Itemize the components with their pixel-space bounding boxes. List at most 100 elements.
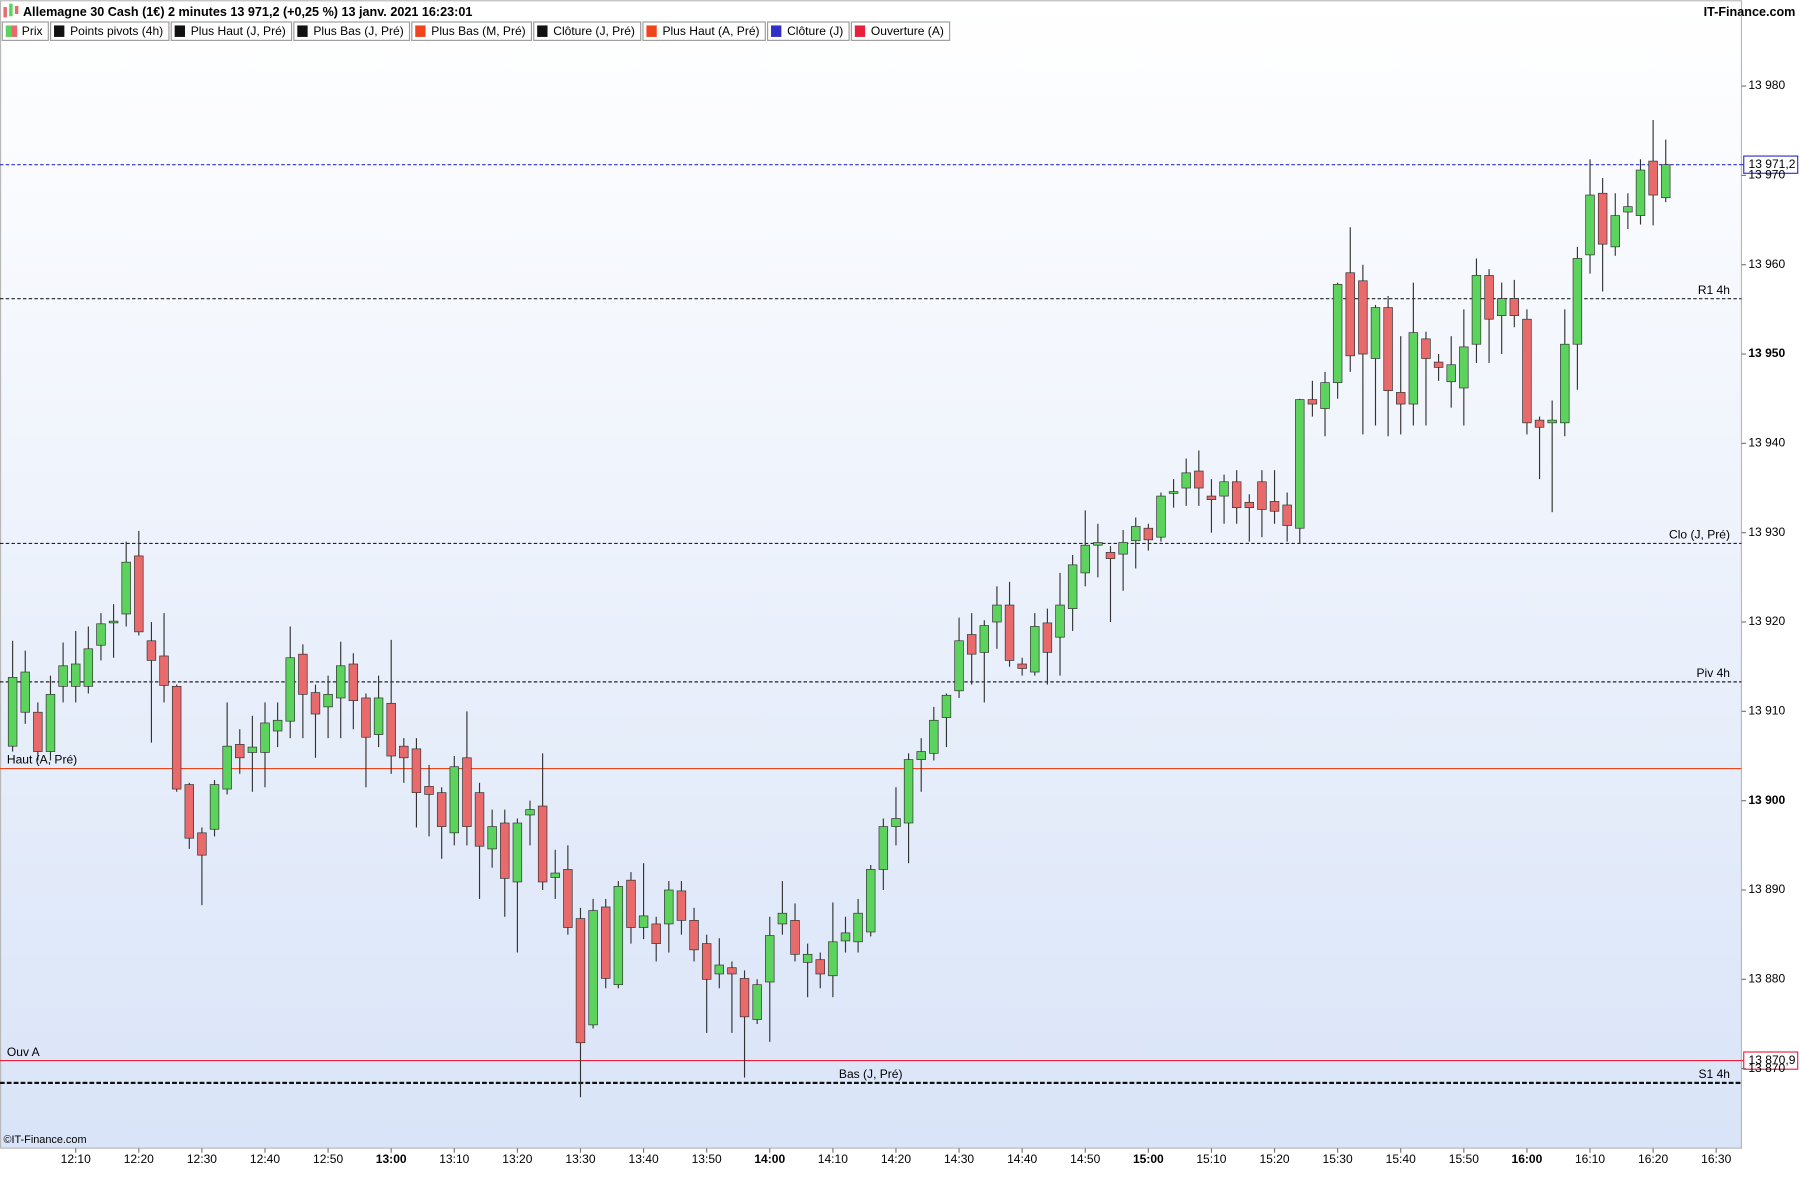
candle-body — [500, 822, 510, 879]
candle-body — [651, 923, 661, 944]
x-tick-label: 15:50 — [1449, 1152, 1479, 1166]
legend-box — [533, 21, 642, 41]
candle-body — [626, 879, 636, 928]
x-tick-label: 14:30 — [944, 1152, 974, 1166]
candle-body — [1396, 392, 1406, 405]
candle-body — [1345, 272, 1355, 357]
candle-body — [108, 620, 119, 624]
y-tick-label: 13 930 — [1748, 525, 1785, 539]
legend-item: Plus Bas (M, Pré) — [411, 21, 533, 41]
legend-box — [767, 21, 850, 41]
candle-body — [815, 959, 825, 975]
candle-body — [83, 648, 94, 687]
candle-body — [121, 561, 131, 615]
candle-body — [1206, 495, 1217, 500]
candle-body — [701, 943, 712, 980]
x-tick-label: 13:00 — [376, 1152, 407, 1166]
candle-body — [1496, 298, 1507, 316]
candle-body — [1320, 382, 1330, 409]
x-tick-label: 16:00 — [1512, 1152, 1543, 1166]
candle-body — [474, 792, 485, 847]
candle-body — [1433, 361, 1444, 368]
level-label: Ouv A — [7, 1045, 41, 1059]
candle-body — [1421, 338, 1431, 359]
legend-swatch — [415, 25, 426, 37]
legend-item: Prix — [1, 21, 49, 41]
candle-body — [550, 872, 560, 878]
legend-item: Plus Bas (J, Pré) — [293, 21, 411, 41]
candle-body — [1194, 470, 1204, 489]
candle-body — [209, 784, 220, 830]
level-label: R1 4h — [1698, 283, 1730, 297]
x-tick-label: 12:20 — [124, 1152, 154, 1166]
legend-swatch — [11, 25, 18, 37]
value-label: 13 870,9 — [1749, 1053, 1796, 1067]
x-tick-label: 14:00 — [754, 1152, 785, 1166]
candle-body — [1017, 663, 1027, 669]
candle-body — [537, 805, 548, 883]
candle-body — [878, 826, 889, 870]
candle-body — [1282, 504, 1292, 526]
legend-box — [850, 21, 951, 41]
candle-body — [1332, 284, 1343, 383]
x-tick-label: 15:10 — [1196, 1152, 1226, 1166]
legend-swatch — [174, 25, 186, 37]
candle-body — [96, 623, 106, 646]
x-tick-label: 13:20 — [502, 1152, 532, 1166]
candle-body — [1648, 160, 1658, 196]
level-label: Clo (J, Pré) — [1669, 528, 1730, 542]
candle-body — [1118, 542, 1128, 555]
candle-body — [676, 890, 687, 921]
candle-body — [487, 826, 497, 850]
legend-item: Plus Haut (A, Pré) — [642, 21, 766, 41]
y-tick-label: 13 900 — [1748, 793, 1785, 807]
candle-body — [714, 964, 725, 975]
x-tick-label: 13:30 — [565, 1152, 595, 1166]
candle-body — [1484, 275, 1494, 320]
candle-body — [1471, 275, 1482, 345]
candle-body — [1560, 343, 1570, 424]
candle-body — [916, 751, 926, 760]
level-label: Piv 4h — [1696, 666, 1729, 680]
x-tick-label: 14:40 — [1007, 1152, 1037, 1166]
x-tick-label: 13:10 — [439, 1152, 469, 1166]
chart-title: Allemagne 30 Cash (1€) 2 minutes 13 971,… — [23, 5, 472, 19]
x-tick-label: 12:50 — [313, 1152, 343, 1166]
legend-swatch — [537, 25, 548, 37]
candle-body — [298, 653, 308, 695]
legend-label: Prix — [22, 24, 43, 38]
x-tick-label: 16:30 — [1701, 1152, 1731, 1166]
candle-body — [613, 886, 624, 986]
candle-body — [941, 694, 952, 718]
legend-label: Clôture (J, Pré) — [553, 24, 635, 38]
legend-item: Clôture (J, Pré) — [533, 21, 642, 41]
x-tick-label: 14:50 — [1070, 1152, 1100, 1166]
candle-body — [664, 889, 674, 925]
candle-body — [1295, 399, 1305, 529]
candle-body — [929, 719, 939, 754]
legend-box — [170, 21, 293, 41]
candle-body — [222, 745, 232, 790]
candle-body — [58, 665, 68, 687]
legend-item: Plus Haut (J, Pré) — [170, 21, 293, 41]
candle-body — [739, 978, 750, 1018]
y-tick-label: 13 910 — [1748, 704, 1785, 718]
candle-body — [954, 640, 964, 692]
candle-body — [1547, 419, 1557, 424]
value-label-box — [1743, 1051, 1799, 1070]
legend-swatch — [54, 25, 65, 37]
legend-label: Plus Bas (J, Pré) — [313, 24, 403, 38]
legend-label: Plus Bas (M, Pré) — [431, 24, 525, 38]
value-label-box — [1743, 155, 1799, 174]
x-tick-label: 12:30 — [187, 1152, 217, 1166]
value-label: 13 971,2 — [1749, 157, 1796, 171]
x-tick-label: 15:20 — [1259, 1152, 1289, 1166]
candle-body — [1572, 258, 1583, 345]
level-label: S1 4h — [1698, 1067, 1729, 1081]
y-tick-label: 13 880 — [1748, 972, 1785, 986]
legend-label: Ouverture (A) — [871, 24, 944, 38]
legend-swatch — [646, 25, 657, 37]
x-tick-label: 15:30 — [1323, 1152, 1353, 1166]
y-tick-label: 13 950 — [1748, 346, 1785, 360]
candle-body — [689, 920, 699, 951]
